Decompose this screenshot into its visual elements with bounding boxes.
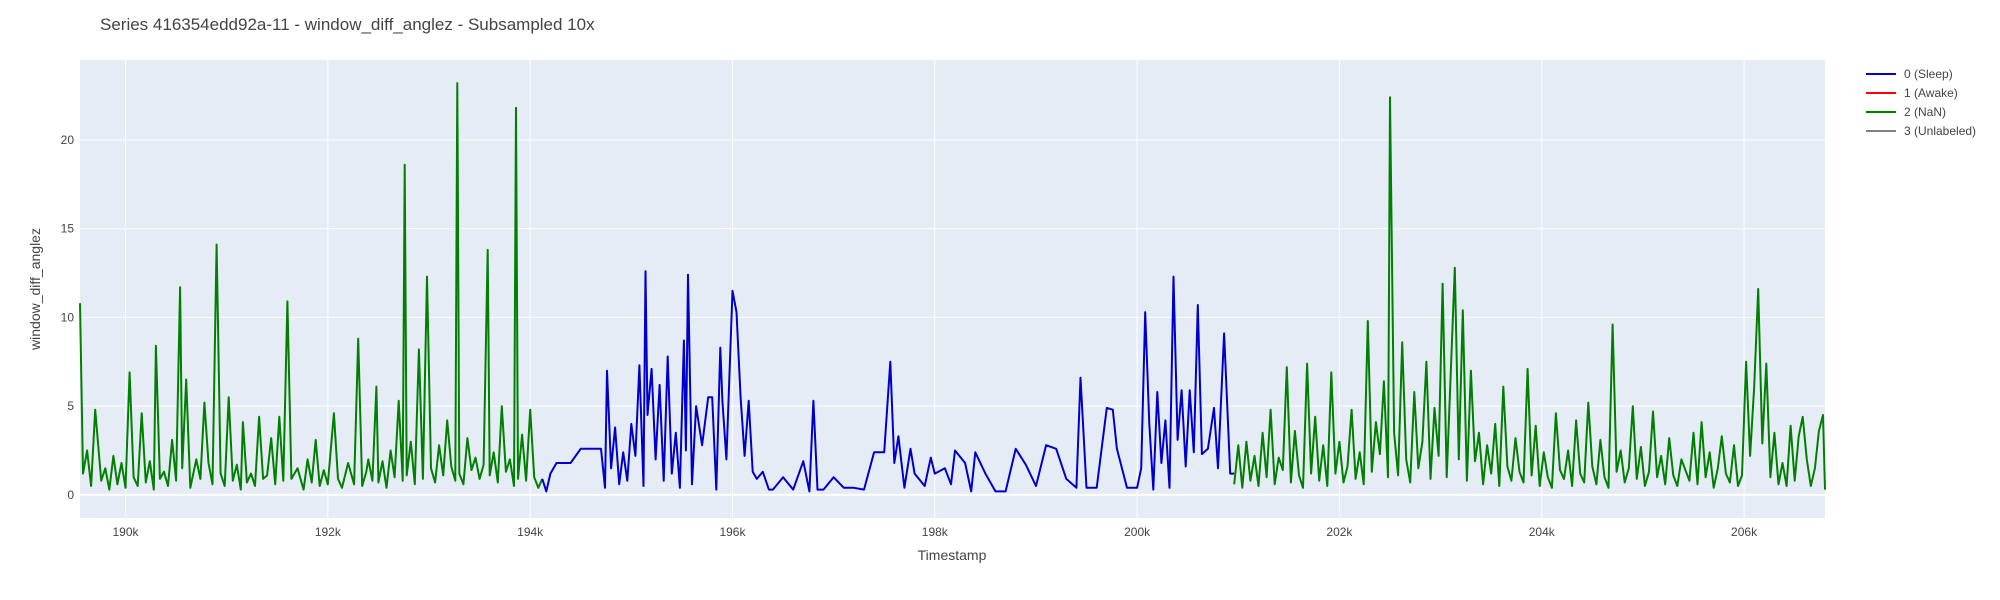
x-axis-title: Timestamp [918,547,987,563]
legend-label: 3 (Unlabeled) [1904,124,1976,138]
series-layer [79,82,1826,493]
x-tick-label: 194k [517,525,544,539]
x-tick-label: 204k [1529,525,1556,539]
legend-label: 2 (NaN) [1904,105,1946,119]
x-tick-label: 196k [719,525,746,539]
y-tick-label: 0 [67,488,74,502]
series-line [541,270,1235,493]
x-tick-label: 192k [315,525,342,539]
x-tick-label: 190k [113,525,140,539]
legend-label: 1 (Awake) [1904,86,1958,100]
x-tick-label: 206k [1731,525,1758,539]
series-line [1233,96,1826,490]
y-gridlines [80,139,1825,496]
chart-title: Series 416354edd92a-11 - window_diff_ang… [100,15,595,34]
y-tick-label: 5 [67,399,74,413]
x-tick-label: 200k [1124,525,1151,539]
x-tick-label: 198k [922,525,949,539]
y-tick-label: 20 [61,133,75,147]
x-tick-label: 202k [1326,525,1353,539]
x-gridlines [125,60,1745,518]
y-tick-label: 10 [61,310,75,324]
legend-label: 0 (Sleep) [1904,67,1953,81]
series-line [79,82,544,491]
plot-area [80,60,1825,518]
x-axis: 190k 192k 194k 196k 198k 200k 202k 204k 206k [113,525,1759,539]
legend: 0 (Sleep) 1 (Awake) 2 (NaN) 3 (Unlabeled) [1866,67,1976,138]
y-tick-label: 15 [61,222,75,236]
y-axis: 0 5 10 15 20 [61,133,75,502]
y-axis-title: window_diff_anglez [27,228,43,351]
